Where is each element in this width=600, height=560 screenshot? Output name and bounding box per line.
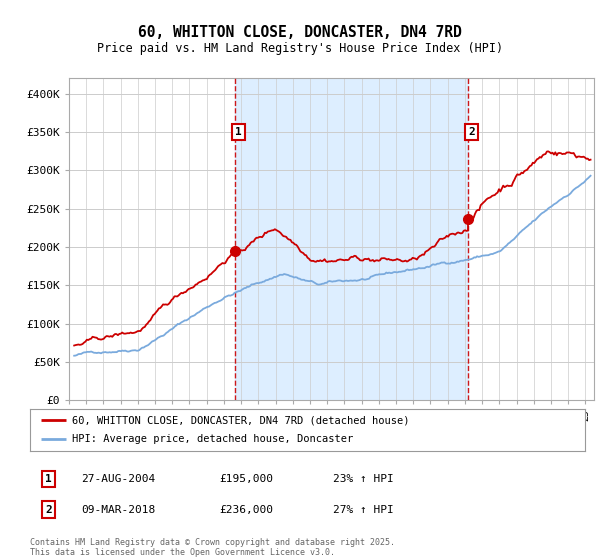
Text: 2: 2 — [468, 127, 475, 137]
Text: 60, WHITTON CLOSE, DONCASTER, DN4 7RD (detached house): 60, WHITTON CLOSE, DONCASTER, DN4 7RD (d… — [71, 415, 409, 425]
Text: Price paid vs. HM Land Registry's House Price Index (HPI): Price paid vs. HM Land Registry's House … — [97, 42, 503, 55]
Text: £195,000: £195,000 — [219, 474, 273, 484]
Text: £236,000: £236,000 — [219, 505, 273, 515]
Text: 1: 1 — [235, 127, 242, 137]
Text: 2: 2 — [45, 505, 52, 515]
Text: Contains HM Land Registry data © Crown copyright and database right 2025.
This d: Contains HM Land Registry data © Crown c… — [30, 538, 395, 557]
Text: 1: 1 — [45, 474, 52, 484]
Bar — [235, 78, 468, 400]
Text: 27-AUG-2004: 27-AUG-2004 — [81, 474, 155, 484]
Text: HPI: Average price, detached house, Doncaster: HPI: Average price, detached house, Donc… — [71, 435, 353, 445]
Text: 09-MAR-2018: 09-MAR-2018 — [81, 505, 155, 515]
Text: 60, WHITTON CLOSE, DONCASTER, DN4 7RD: 60, WHITTON CLOSE, DONCASTER, DN4 7RD — [138, 25, 462, 40]
Text: 23% ↑ HPI: 23% ↑ HPI — [333, 474, 394, 484]
Text: 27% ↑ HPI: 27% ↑ HPI — [333, 505, 394, 515]
